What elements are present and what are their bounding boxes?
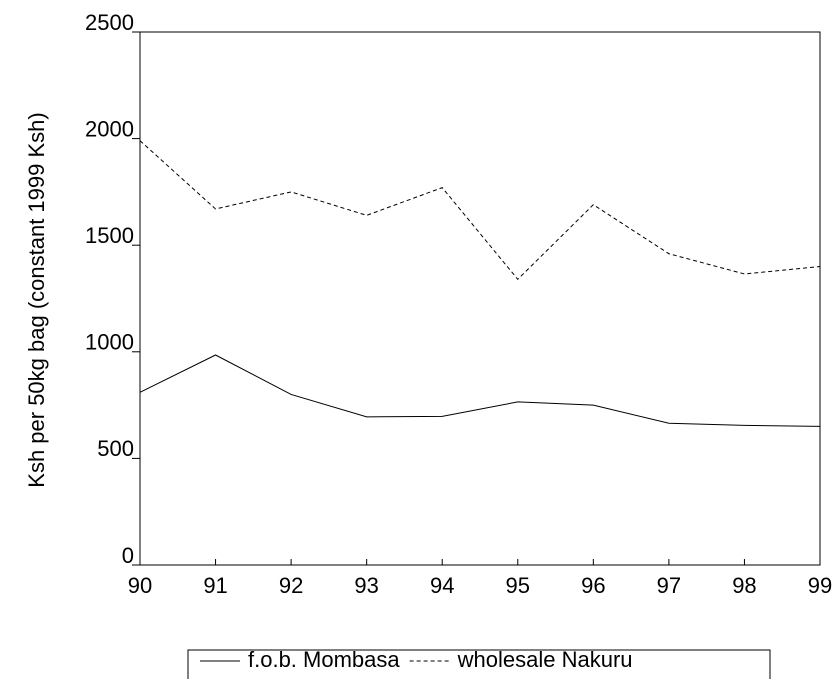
y-tick-label: 1000 <box>85 330 134 355</box>
y-tick-label: 2500 <box>85 10 134 35</box>
x-tick-label: 90 <box>128 573 152 598</box>
legend-label: f.o.b. Mombasa <box>248 647 400 672</box>
series-line <box>139 140 821 281</box>
y-tick-label: 2000 <box>85 116 134 141</box>
x-tick-label: 96 <box>581 573 605 598</box>
x-tick-label: 93 <box>354 573 378 598</box>
series-line <box>139 354 821 427</box>
legend-label: wholesale Nakuru <box>457 647 633 672</box>
y-axis-label: Ksh per 50kg bag (constant 1999 Ksh) <box>24 112 49 487</box>
x-tick-label: 92 <box>279 573 303 598</box>
y-tick-label: 0 <box>122 543 134 568</box>
x-tick-label: 94 <box>430 573 454 598</box>
x-tick-label: 98 <box>732 573 756 598</box>
x-tick-label: 95 <box>506 573 530 598</box>
y-tick-label: 500 <box>97 436 134 461</box>
y-tick-label: 1500 <box>85 223 134 248</box>
x-tick-label: 91 <box>203 573 227 598</box>
x-tick-label: 99 <box>808 573 832 598</box>
legend-box <box>187 649 771 684</box>
x-tick-label: 97 <box>657 573 681 598</box>
plot-frame <box>139 31 821 566</box>
